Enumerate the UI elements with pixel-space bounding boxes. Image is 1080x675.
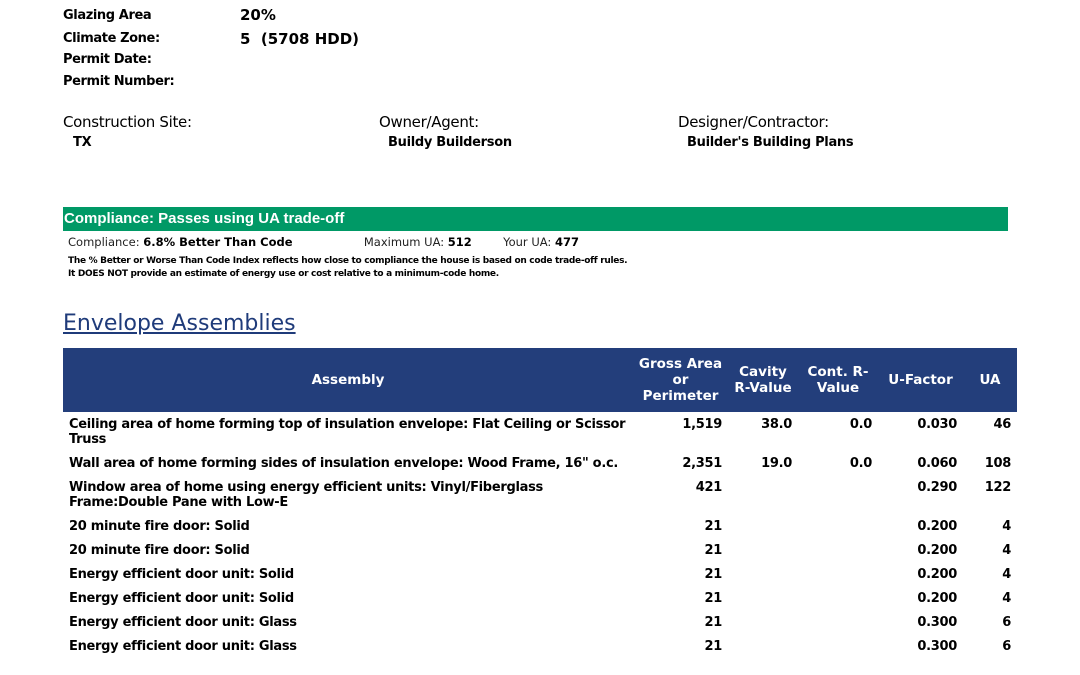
table-cell: 122 — [984, 480, 1012, 495]
table-cell: 21 — [704, 519, 723, 534]
your-ua-label: Your UA: — [503, 235, 552, 249]
column-header: UA — [963, 348, 1017, 412]
table-cell: Energy efficient door unit: Solid — [69, 567, 294, 582]
table-cell — [728, 586, 798, 610]
column-header: U-Factor — [878, 348, 963, 412]
table-cell: Window area of home using energy efficie… — [69, 480, 543, 510]
table-cell: Energy efficient door unit: Glass — [69, 639, 297, 654]
table-cell — [728, 475, 798, 514]
owner-label: Owner/Agent: — [379, 113, 479, 131]
table-cell: Wall area of home forming sides of insul… — [69, 456, 618, 471]
table-cell: 0.200 — [917, 519, 957, 534]
column-header: Cavity R-Value — [728, 348, 798, 412]
table-cell: 38.0 — [761, 417, 792, 432]
table-cell: 0.300 — [917, 639, 957, 654]
table-cell — [728, 538, 798, 562]
table-cell — [798, 586, 878, 610]
table-cell: 0.030 — [917, 417, 957, 432]
compliance-note-1: The % Better or Worse Than Code Index re… — [68, 256, 628, 266]
table-cell: 46 — [993, 417, 1012, 432]
table-row: Energy efficient door unit: Solid 21 0.200… — [63, 586, 1017, 610]
table-row: Energy efficient door unit: Glass 21 0.300… — [63, 610, 1017, 634]
table-cell: 0.0 — [849, 417, 872, 432]
table-cell: 0.200 — [917, 591, 957, 606]
table-cell: 4 — [1002, 567, 1011, 582]
table-cell — [728, 610, 798, 634]
table-cell: Energy efficient door unit: Solid — [69, 591, 294, 606]
table-cell — [798, 634, 878, 658]
table-cell: 21 — [704, 591, 723, 606]
table-cell: 21 — [704, 567, 723, 582]
table-cell: 2,351 — [682, 456, 722, 471]
table-cell — [728, 562, 798, 586]
climate-zone-value: 5 (5708 HDD) — [240, 30, 360, 48]
compliance-note-2: It DOES NOT provide an estimate of energ… — [68, 269, 499, 279]
table-row: Energy efficient door unit: Solid 21 0.200… — [63, 562, 1017, 586]
table-cell: 0.290 — [917, 480, 957, 495]
table-cell — [728, 634, 798, 658]
table-cell: 19.0 — [761, 456, 792, 471]
max-ua-value: 512 — [447, 235, 472, 249]
table-cell — [798, 562, 878, 586]
table-cell — [798, 475, 878, 514]
table-cell: 6 — [1002, 639, 1011, 654]
envelope-assemblies-heading: Envelope Assemblies — [63, 311, 296, 336]
table-cell: 20 minute fire door: Solid — [69, 543, 250, 558]
table-cell: Ceiling area of home forming top of insu… — [69, 417, 626, 447]
column-header: Cont. R-Value — [798, 348, 878, 412]
table-row: 20 minute fire door: Solid 21 0.200 4 — [63, 514, 1017, 538]
permit-number-label: Permit Number: — [63, 74, 175, 89]
designer-value: Builder's Building Plans — [687, 135, 854, 150]
table-cell: 0.200 — [917, 567, 957, 582]
table-cell: 0.060 — [917, 456, 957, 471]
table-cell: 0.200 — [917, 543, 957, 558]
climate-zone-label: Climate Zone: — [63, 31, 160, 46]
table-cell — [798, 514, 878, 538]
table-cell: 1,519 — [682, 417, 722, 432]
envelope-assemblies-table: Assembly Gross Area or Perimeter Cavity R-… — [63, 348, 1017, 658]
column-header: Gross Area or Perimeter — [633, 348, 728, 412]
compliance-label: Compliance: — [68, 235, 140, 249]
table-row: Window area of home using energy efficie… — [63, 475, 1017, 514]
table-cell: 21 — [704, 543, 723, 558]
table-row: 20 minute fire door: Solid 21 0.200 4 — [63, 538, 1017, 562]
table-cell: 6 — [1002, 615, 1011, 630]
compliance-summary: Compliance: 6.8% Better Than Code Maximu… — [68, 235, 579, 249]
table-cell — [798, 538, 878, 562]
table-cell: 20 minute fire door: Solid — [69, 519, 250, 534]
table-cell: 4 — [1002, 591, 1011, 606]
construction-site-label: Construction Site: — [63, 113, 192, 131]
table-cell: 108 — [984, 456, 1012, 471]
table-cell: 421 — [695, 480, 723, 495]
glazing-area-label: Glazing Area — [63, 8, 152, 23]
table-row: Ceiling area of home forming top of insu… — [63, 412, 1017, 451]
table-row: Wall area of home forming sides of insul… — [63, 451, 1017, 475]
permit-date-label: Permit Date: — [63, 52, 152, 67]
table-row: Energy efficient door unit: Glass 21 0.300… — [63, 634, 1017, 658]
construction-site-value: TX — [73, 135, 92, 150]
table-cell: 0.300 — [917, 615, 957, 630]
glazing-area-value: 20% — [240, 6, 276, 24]
table-cell: Energy efficient door unit: Glass — [69, 615, 297, 630]
max-ua-label: Maximum UA: — [363, 235, 445, 249]
your-ua-value: 477 — [554, 235, 579, 249]
table-cell — [798, 610, 878, 634]
compliance-banner: Compliance: Passes using UA trade-off — [63, 207, 1008, 231]
compliance-value: 6.8% Better Than Code — [143, 235, 293, 249]
table-cell: 4 — [1002, 543, 1011, 558]
owner-value: Buildy Builderson — [388, 135, 512, 150]
table-cell: 21 — [704, 615, 723, 630]
table-cell — [728, 514, 798, 538]
designer-label: Designer/Contractor: — [678, 113, 829, 131]
table-cell: 4 — [1002, 519, 1011, 534]
table-cell: 21 — [704, 639, 723, 654]
column-header: Assembly — [63, 348, 633, 412]
table-cell: 0.0 — [849, 456, 872, 471]
